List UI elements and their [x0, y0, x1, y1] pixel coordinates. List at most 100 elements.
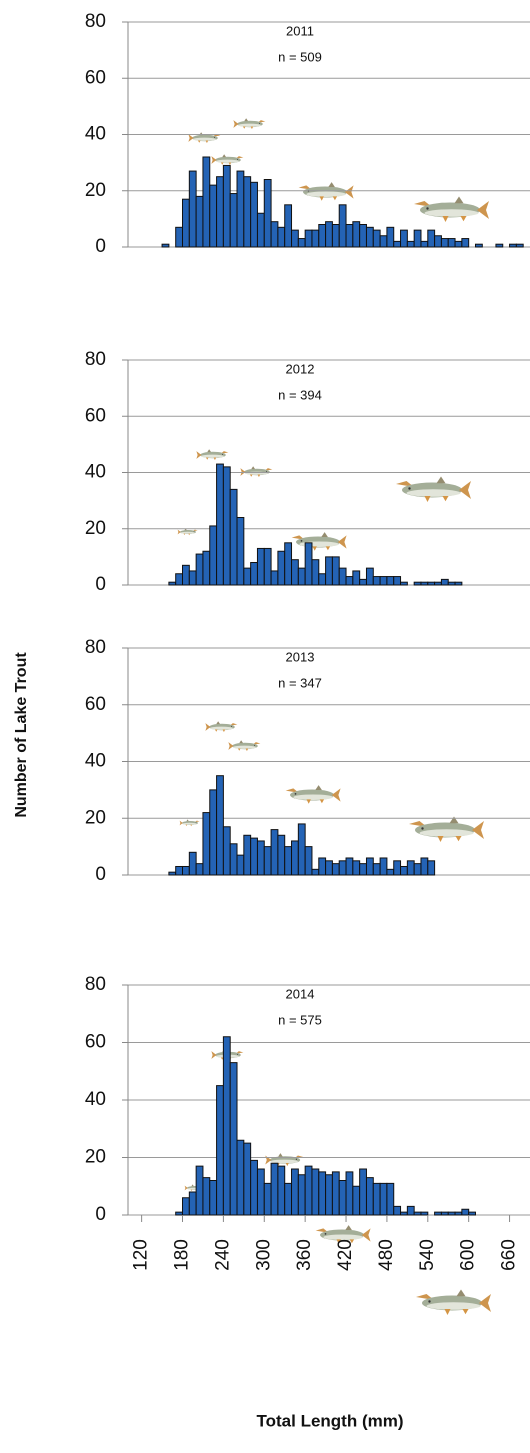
- bar: [325, 860, 333, 876]
- bar: [434, 235, 442, 248]
- bar: [400, 865, 408, 876]
- bar: [379, 235, 388, 248]
- bar: [393, 576, 402, 586]
- bar: [331, 556, 340, 586]
- y-tick-label: 60: [85, 694, 106, 715]
- bar: [372, 576, 381, 586]
- bar: [461, 1208, 470, 1216]
- bar: [284, 542, 293, 586]
- bar: [291, 559, 299, 586]
- bar: [270, 1162, 279, 1216]
- panel-title: 2013: [286, 649, 315, 664]
- bar: [202, 1177, 211, 1216]
- bar: [311, 559, 320, 586]
- bar: [359, 578, 367, 586]
- y-tick-label: 80: [85, 974, 106, 995]
- bar: [495, 243, 504, 248]
- bar: [182, 865, 190, 876]
- x-tick-label: 660: [499, 1239, 520, 1271]
- bar: [379, 857, 388, 876]
- bar: [386, 226, 395, 248]
- bar: [168, 871, 177, 876]
- bar: [209, 184, 218, 248]
- x-tick-label: 120: [131, 1239, 152, 1271]
- bar: [304, 846, 313, 876]
- bar: [277, 550, 286, 586]
- bar: [182, 564, 190, 586]
- panel: 0 20 40 60 80 2014 n = 575 120 180 240 300 360 420 48…: [85, 974, 530, 1271]
- bar: [304, 542, 313, 586]
- bar: [386, 576, 395, 586]
- bar: [379, 576, 388, 586]
- bar: [413, 581, 422, 586]
- bar: [386, 868, 395, 876]
- x-tick-label: 360: [294, 1239, 315, 1271]
- bar: [202, 156, 211, 248]
- bar: [359, 1168, 367, 1216]
- bar: [420, 581, 429, 586]
- bar: [202, 550, 211, 586]
- bar: [386, 1182, 395, 1216]
- bar: [222, 164, 231, 248]
- panel-title: 2014: [286, 986, 315, 1001]
- bar: [440, 578, 449, 586]
- bar: [195, 863, 204, 876]
- bar: [325, 221, 333, 248]
- bar: [263, 846, 272, 876]
- panel: 0 20 40 60 80 2013 n = 347: [85, 637, 530, 885]
- bar: [365, 857, 374, 876]
- bar: [195, 195, 204, 248]
- bar: [209, 789, 218, 876]
- bar: [229, 843, 238, 876]
- bar: [440, 238, 449, 248]
- y-tick-label: 20: [85, 180, 106, 201]
- bar: [236, 170, 245, 248]
- bar: [250, 837, 258, 876]
- bar: [345, 576, 354, 586]
- bar: [243, 834, 252, 876]
- bar: [311, 229, 320, 248]
- bar: [263, 179, 272, 248]
- bar: [277, 834, 286, 876]
- panel: 0 20 40 60 80 2012 n = 394: [85, 349, 530, 595]
- bar: [297, 823, 306, 876]
- bar: [291, 229, 299, 248]
- bar: [447, 238, 456, 248]
- bar: [406, 240, 415, 248]
- x-tick-label: 180: [172, 1239, 193, 1271]
- bar: [413, 863, 422, 876]
- bar: [175, 1211, 184, 1216]
- panel-subtitle: n = 509: [278, 49, 322, 64]
- bar: [406, 860, 415, 876]
- y-tick-label: 20: [85, 807, 106, 828]
- x-axis-title: Total Length (mm): [257, 1411, 404, 1430]
- y-tick-label: 40: [85, 124, 106, 145]
- bar: [284, 204, 293, 248]
- y-tick-label: 40: [85, 1089, 106, 1110]
- y-tick-label: 40: [85, 462, 106, 483]
- bar: [175, 865, 184, 876]
- bar: [325, 1174, 333, 1216]
- bar: [454, 581, 463, 586]
- y-tick-label: 40: [85, 751, 106, 772]
- bar: [413, 1211, 422, 1216]
- panel-subtitle: n = 347: [278, 675, 322, 690]
- bar: [359, 224, 367, 248]
- bar: [406, 1205, 415, 1216]
- bar: [447, 1211, 456, 1216]
- bar: [229, 488, 238, 586]
- bar: [365, 1177, 374, 1216]
- bar: [365, 226, 374, 248]
- bar: [188, 570, 197, 586]
- bar: [250, 562, 258, 586]
- x-tick-label: 480: [376, 1239, 397, 1271]
- bar: [270, 570, 279, 586]
- bar: [175, 573, 184, 586]
- bar: [434, 581, 442, 586]
- y-tick-label: 80: [85, 11, 106, 32]
- bar: [216, 1085, 224, 1216]
- bar: [311, 1168, 320, 1216]
- bar: [352, 221, 361, 248]
- bar: [420, 1211, 429, 1216]
